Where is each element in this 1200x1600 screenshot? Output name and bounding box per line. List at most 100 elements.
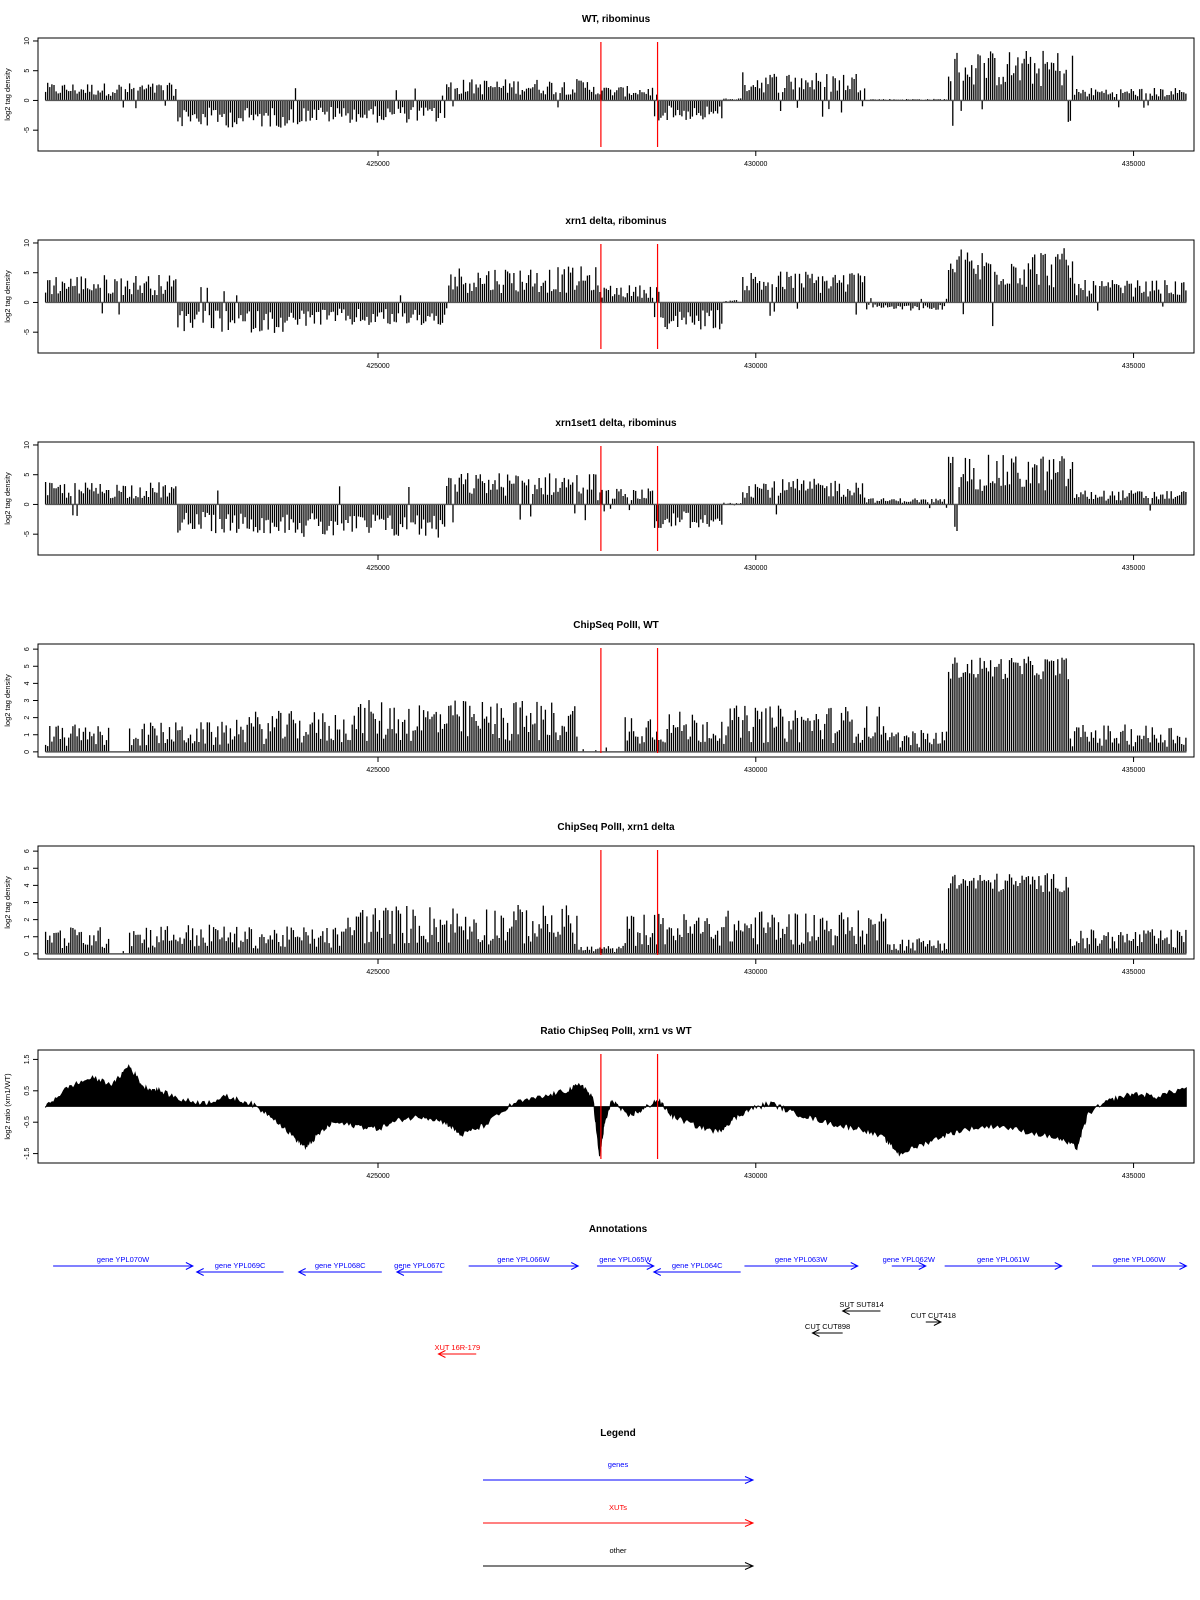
annotation-feature: gene YPL066W <box>468 1255 580 1270</box>
legend-label: XUTs <box>609 1503 627 1512</box>
x-tick-label: 430000 <box>744 161 767 168</box>
feature-arrow-head <box>570 1262 580 1270</box>
data-layer <box>44 656 1187 753</box>
plot-frame <box>37 441 1195 556</box>
feature-arrow-head <box>850 1262 859 1270</box>
y-tick-label: 0 <box>24 750 31 754</box>
x-tick-label: 430000 <box>744 363 767 370</box>
x-tick-label: 425000 <box>366 1173 389 1180</box>
feature-arrow-head <box>646 1262 655 1270</box>
feature-arrow-head <box>652 1268 662 1276</box>
y-tick-label: 10 <box>24 441 31 449</box>
chart-title: xrn1set1 delta, ribominus <box>555 418 677 429</box>
y-tick-label: 1 <box>24 935 31 939</box>
x-tick-label: 435000 <box>1122 969 1145 976</box>
y-axis-label: log2 ratio (xrn1/WT) <box>3 1073 12 1140</box>
y-tick-label: -0.5 <box>24 1116 31 1128</box>
feature-label: gene YPL068C <box>315 1261 366 1270</box>
legend-label: genes <box>608 1460 629 1469</box>
legend-arrow-head <box>744 1476 755 1484</box>
feature-arrow-head <box>918 1262 927 1270</box>
annotation-feature: gene YPL068C <box>297 1261 382 1276</box>
y-tick-label: -5 <box>24 531 31 537</box>
y-tick-label: 0 <box>24 300 31 304</box>
chart-title: ChipSeq PolII, xrn1 delta <box>557 822 675 833</box>
annotation-feature: gene YPL060W <box>1092 1255 1188 1270</box>
annotation-feature: CUT CUT418 <box>911 1311 956 1326</box>
annotation-feature: gene YPL070W <box>53 1255 195 1270</box>
feature-label: gene YPL060W <box>1113 1255 1166 1264</box>
feature-label: XUT 16R-179 <box>434 1343 480 1352</box>
panel-1: WT, ribominus log2 tag density -5 0 5 10 42500… <box>3 14 1195 168</box>
legend-label: other <box>609 1546 627 1555</box>
x-tick-label: 430000 <box>744 565 767 572</box>
x-tick-label: 425000 <box>366 565 389 572</box>
ratio-area <box>45 1064 1187 1157</box>
feature-label: gene YPL063W <box>775 1255 828 1264</box>
y-tick-label: -5 <box>24 329 31 335</box>
y-tick-label: 2 <box>24 716 31 720</box>
feature-arrow-head <box>933 1318 943 1326</box>
plot-frame <box>37 37 1195 152</box>
feature-label: CUT CUT418 <box>911 1311 956 1320</box>
feature-label: gene YPL067C <box>394 1261 445 1270</box>
y-tick-label: -1.5 <box>24 1147 31 1159</box>
feature-label: SUT SUT814 <box>839 1300 883 1309</box>
y-axis-label: log2 tag density <box>3 270 12 323</box>
annotations-panel: Annotations gene YPL070W gene YPL069C gene … <box>53 1224 1188 1358</box>
y-axis-label: log2 tag density <box>3 472 12 525</box>
feature-arrow-head <box>437 1350 446 1358</box>
y-tick-label: 0 <box>24 98 31 102</box>
panel-5: ChipSeq PolII, xrn1 delta log2 tag densit… <box>3 822 1195 976</box>
x-tick-label: 425000 <box>366 969 389 976</box>
plot-frame <box>37 239 1195 354</box>
y-tick-label: -5 <box>24 127 31 133</box>
y-tick-label: 10 <box>24 37 31 45</box>
data-layer <box>44 248 1187 333</box>
y-tick-label: 5 <box>24 866 31 870</box>
y-tick-label: 1.5 <box>24 1054 31 1064</box>
y-tick-label: 3 <box>24 698 31 702</box>
annotation-feature: gene YPL069C <box>195 1261 284 1276</box>
data-layer <box>44 454 1187 538</box>
feature-label: gene YPL061W <box>977 1255 1030 1264</box>
feature-label: gene YPL062W <box>883 1255 936 1264</box>
x-tick-label: 430000 <box>744 1173 767 1180</box>
y-tick-label: 5 <box>24 69 31 73</box>
feature-label: CUT CUT898 <box>805 1322 850 1331</box>
annotation-feature: gene YPL067C <box>394 1261 446 1276</box>
y-tick-label: 0.5 <box>24 1086 31 1096</box>
feature-arrow-head <box>811 1329 820 1337</box>
annotation-feature: gene YPL061W <box>944 1255 1063 1270</box>
y-tick-label: 0 <box>24 952 31 956</box>
chart-title: xrn1 delta, ribominus <box>565 216 667 227</box>
legend-arrow-head <box>744 1562 755 1570</box>
x-tick-label: 435000 <box>1122 767 1145 774</box>
y-tick-label: 2 <box>24 918 31 922</box>
x-tick-label: 425000 <box>366 767 389 774</box>
y-tick-label: 6 <box>24 849 31 853</box>
y-tick-label: 10 <box>24 239 31 247</box>
chart-title: WT, ribominus <box>582 14 651 25</box>
x-tick-label: 425000 <box>366 161 389 168</box>
y-tick-label: 0 <box>24 502 31 506</box>
y-tick-label: 5 <box>24 473 31 477</box>
x-tick-label: 430000 <box>744 969 767 976</box>
x-tick-label: 435000 <box>1122 161 1145 168</box>
feature-label: gene YPL070W <box>97 1255 150 1264</box>
feature-arrow-head <box>185 1262 195 1270</box>
plot-frame <box>37 1049 1195 1164</box>
x-tick-label: 425000 <box>366 363 389 370</box>
y-tick-label: 4 <box>24 681 31 685</box>
feature-label: gene YPL066W <box>497 1255 550 1264</box>
feature-arrow-head <box>841 1307 850 1315</box>
feature-label: gene YPL064C <box>672 1261 723 1270</box>
y-tick-label: 4 <box>24 883 31 887</box>
annotations-title: Annotations <box>589 1224 648 1235</box>
y-tick-label: 1 <box>24 733 31 737</box>
chart-title: ChipSeq PolII, WT <box>573 620 659 631</box>
feature-arrow-head <box>1179 1262 1188 1270</box>
feature-label: gene YPL069C <box>215 1261 266 1270</box>
annotation-feature: CUT CUT898 <box>805 1322 850 1337</box>
